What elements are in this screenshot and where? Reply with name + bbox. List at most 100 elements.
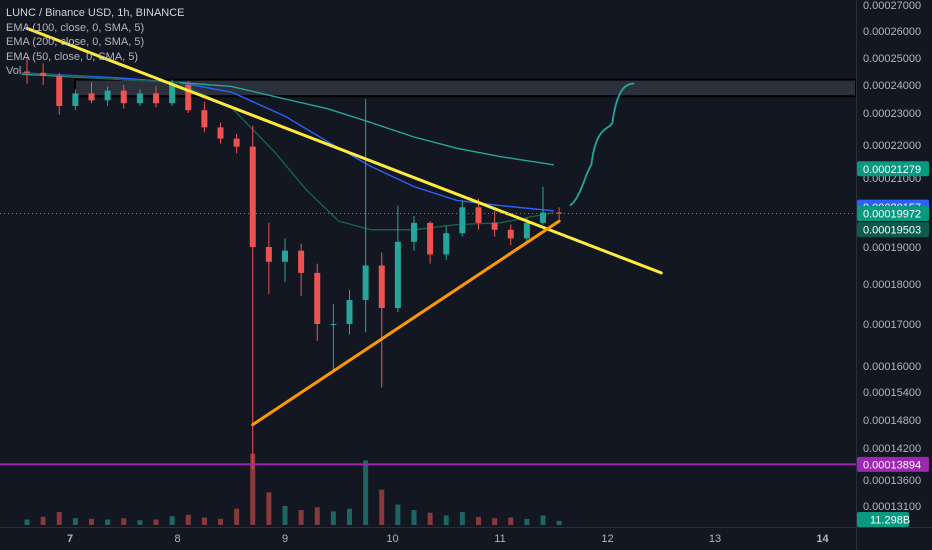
volume-bar — [72, 518, 78, 525]
candle-body — [153, 93, 159, 104]
candle-body — [136, 93, 143, 104]
volume-bar — [492, 518, 498, 525]
candle-body — [443, 233, 450, 255]
candle-body — [411, 222, 417, 242]
indicator-ema-200[interactable]: EMA (200, close, 0, SMA, 5) — [6, 36, 145, 48]
price-axis-bg — [856, 0, 932, 527]
x-tick-label: 10 — [386, 533, 398, 545]
candle-body — [217, 127, 224, 139]
volume-bar — [153, 519, 159, 525]
price-badge — [857, 456, 929, 472]
indicator-ema-50[interactable]: EMA (50, close, 0, SMA, 5) — [6, 50, 139, 63]
volume-bar — [282, 505, 288, 525]
y-tick-label: 0.00022000 — [863, 140, 921, 152]
candle-body — [362, 265, 369, 300]
candle-body — [120, 90, 127, 104]
volume-bar — [379, 489, 385, 525]
y-tick-label: 0.00014200 — [863, 443, 921, 455]
x-tick-label: 12 — [601, 533, 613, 545]
candle-body — [394, 241, 401, 308]
volume-bar — [540, 515, 546, 525]
resistance-zone — [74, 78, 857, 98]
candle-body — [185, 85, 192, 111]
candle-body — [491, 222, 498, 230]
volume-bar — [185, 514, 191, 525]
candle-body — [56, 75, 63, 106]
chart-legend: LUNC / Binance USD, 1h, BINANCE EMA (100… — [6, 6, 185, 79]
x-tick-label: 9 — [282, 533, 288, 545]
volume-bar — [218, 518, 223, 525]
volume-bar — [169, 516, 175, 525]
y-tick-label: 0.00015400 — [863, 387, 921, 399]
volume-bar — [137, 520, 143, 525]
volume-bar — [121, 518, 127, 525]
volume-bar — [330, 511, 336, 525]
volume-bar — [363, 460, 369, 525]
volume-bar — [508, 517, 514, 525]
candle-body — [427, 222, 434, 255]
volume-bar — [443, 515, 449, 525]
candle-body — [556, 212, 563, 214]
candle-body — [540, 212, 546, 223]
candle-body — [169, 85, 176, 104]
volume-bar — [427, 512, 433, 525]
price-badge-label: 0.00013894 — [863, 459, 921, 471]
y-tick-label: 0.00014800 — [863, 415, 921, 427]
volume-bar — [234, 508, 240, 525]
volume-bar — [395, 504, 401, 525]
projection-path — [569, 82, 635, 207]
candle-body — [507, 229, 514, 239]
volume-bar — [314, 507, 320, 525]
volume-bar — [524, 518, 530, 525]
candle-body — [201, 110, 208, 128]
candle-body — [72, 93, 79, 106]
y-tick-label: 0.00019000 — [863, 242, 921, 254]
candle-body — [282, 250, 288, 262]
volume-bar — [476, 516, 481, 525]
candle-body — [249, 146, 256, 247]
volume-badge — [857, 512, 909, 527]
volume-bar — [250, 453, 256, 525]
indicator-ema-100[interactable]: EMA (100, close, 0, SMA, 5) — [6, 21, 145, 34]
y-tick-label: 0.00013600 — [863, 475, 921, 487]
volume-bar — [298, 510, 304, 525]
descending-trendline[interactable] — [25, 26, 663, 275]
candle-body — [24, 71, 30, 73]
candle-body — [330, 324, 337, 325]
y-tick-label: 0.00026000 — [863, 26, 921, 38]
volume-bar — [266, 492, 272, 525]
candle-body — [40, 72, 47, 76]
ascending-trendline[interactable] — [251, 219, 561, 427]
volume-bar — [556, 520, 562, 525]
candle-body — [233, 138, 240, 147]
volume-bar — [347, 508, 352, 525]
candle-body — [298, 250, 305, 273]
x-tick-label: 11 — [494, 533, 505, 545]
y-tick-label: 0.00025000 — [863, 53, 921, 65]
x-tick-label: 13 — [709, 533, 721, 545]
volume-bar — [201, 517, 207, 525]
time-axis-bg — [0, 527, 932, 550]
volume-bar — [24, 519, 30, 525]
candle-body — [104, 90, 111, 101]
y-tick-label: 0.00018000 — [863, 279, 921, 291]
volume-bar — [89, 518, 94, 525]
y-tick-label: 0.00016000 — [863, 361, 921, 373]
y-tick-label: 0.00024000 — [863, 80, 921, 92]
chart-title: LUNC / Binance USD, 1h, BINANCE — [6, 7, 185, 19]
x-tick-label: 7 — [67, 533, 73, 545]
y-tick-label: 0.00013100 — [863, 501, 921, 513]
candle-body — [475, 207, 482, 223]
x-tick-label: 8 — [174, 533, 180, 545]
price-badge-label: 0.00021279 — [863, 164, 921, 176]
candle-body — [314, 272, 321, 324]
volume-bar — [459, 512, 465, 525]
volume-bar — [56, 512, 62, 525]
price-badge — [857, 222, 929, 238]
candle-body — [346, 300, 353, 324]
indicator-volume[interactable]: Vol — [6, 65, 22, 77]
y-tick-label: 0.00023000 — [863, 108, 921, 120]
y-tick-label: 0.00017000 — [863, 319, 921, 331]
volume-bar — [411, 510, 417, 525]
